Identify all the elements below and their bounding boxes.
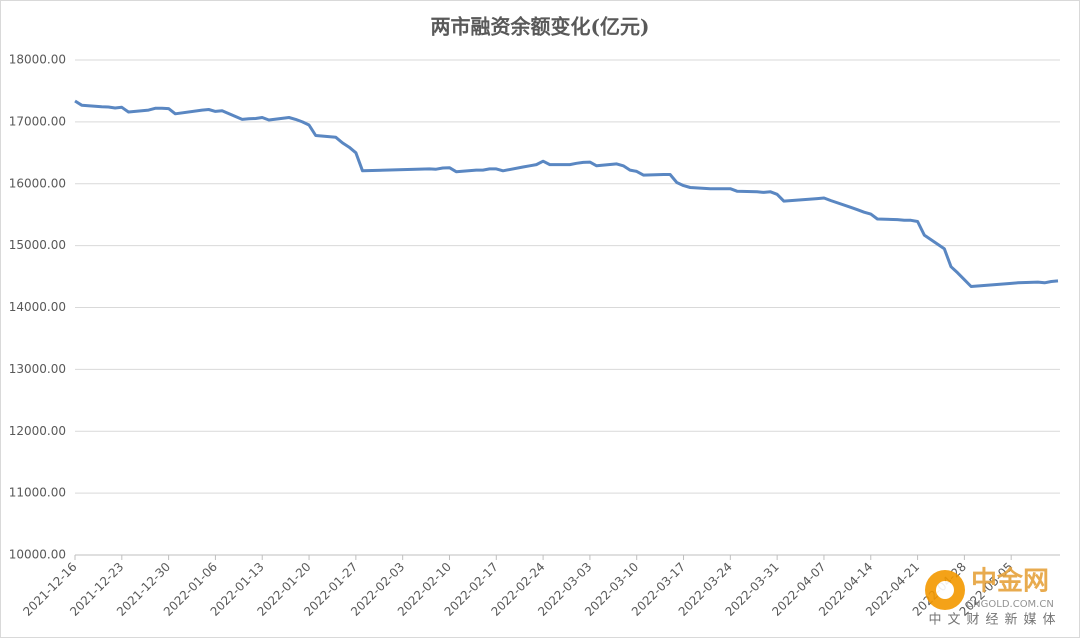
watermark-logo-inner bbox=[936, 581, 954, 599]
watermark-site: CNGOLD.COM.CN bbox=[966, 599, 1054, 610]
watermark-slogan: 中文财经新媒体 bbox=[928, 612, 1061, 628]
chart-title: 两市融资余额变化(亿元) bbox=[431, 15, 650, 39]
data-line bbox=[74, 99, 1059, 288]
watermark: 中金网 CNGOLD.COM.CN 中文财经新媒体 bbox=[925, 566, 1061, 628]
watermark-name: 中金网 bbox=[971, 566, 1049, 597]
y-tick-label: 13000.00 bbox=[9, 362, 66, 376]
y-tick-label: 12000.00 bbox=[9, 424, 66, 438]
y-tick-label: 18000.00 bbox=[9, 53, 66, 67]
y-tick-label: 11000.00 bbox=[9, 486, 66, 500]
y-tick-label: 17000.00 bbox=[9, 114, 66, 128]
y-tick-label: 16000.00 bbox=[9, 176, 66, 190]
y-tick-label: 15000.00 bbox=[9, 238, 66, 252]
y-tick-label: 10000.00 bbox=[9, 548, 66, 562]
y-tick-label: 14000.00 bbox=[9, 300, 66, 314]
